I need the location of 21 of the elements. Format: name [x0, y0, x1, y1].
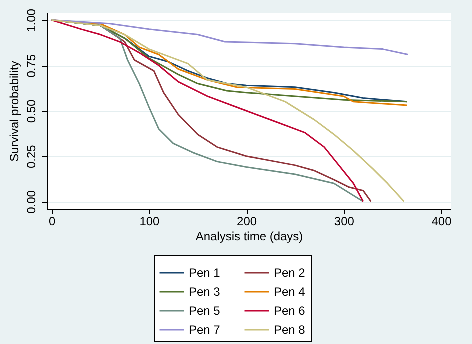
- legend-label: Pen 7: [189, 323, 221, 337]
- y-tick-label: 0.00: [24, 190, 38, 214]
- legend-label: Pen 2: [274, 266, 306, 280]
- legend-label: Pen 8: [274, 323, 306, 337]
- y-tick-label: 0.75: [24, 54, 38, 78]
- x-tick-label: 200: [237, 214, 258, 228]
- x-axis-title: Analysis time (days): [196, 230, 304, 244]
- legend-label: Pen 6: [274, 304, 306, 318]
- x-tick-label: 0: [49, 214, 56, 228]
- line-series: [51, 20, 409, 56]
- y-axis-title: Survival probability: [8, 61, 22, 162]
- x-tick-label: 300: [334, 214, 355, 228]
- x-tick-label: 400: [432, 214, 452, 228]
- legend-label: Pen 1: [189, 266, 221, 280]
- legend-label: Pen 3: [189, 285, 221, 299]
- y-tick-label: 0.25: [24, 144, 38, 169]
- legend-label: Pen 4: [274, 285, 306, 299]
- x-tick-label: 100: [140, 214, 160, 228]
- y-tick-label: 0.50: [24, 100, 38, 124]
- y-tick-label: 1.00: [24, 8, 38, 32]
- legend-label: Pen 5: [189, 304, 221, 318]
